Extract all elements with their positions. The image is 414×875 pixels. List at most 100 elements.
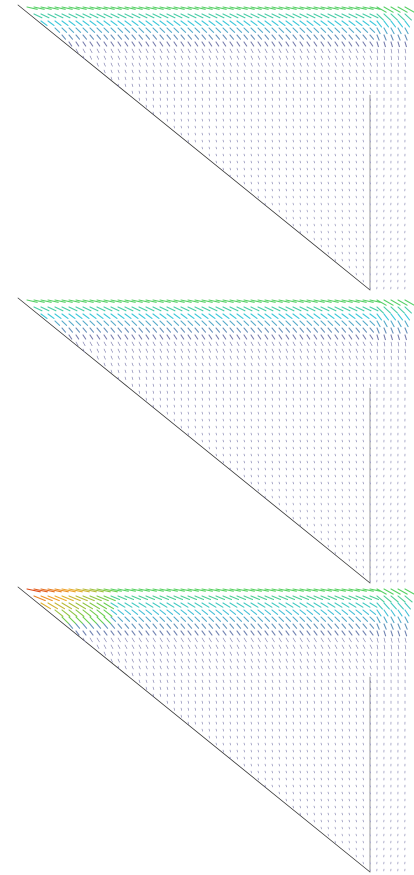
vector: [188, 638, 190, 642]
vector: [76, 624, 80, 628]
vector: [293, 771, 294, 773]
vector: [230, 715, 231, 717]
vector: [230, 77, 231, 80]
vector: [300, 35, 304, 39]
vector: [265, 35, 269, 39]
vector: [237, 419, 238, 421]
vector: [216, 370, 217, 373]
vector: [216, 112, 217, 114]
vector: [244, 154, 245, 156]
vector: [300, 454, 301, 456]
page-body: (() => { const data = JSON.parse(documen…: [0, 0, 414, 875]
vector: [209, 77, 210, 80]
vector: [265, 610, 271, 614]
vector: [265, 154, 266, 156]
vector: [251, 363, 252, 366]
vector: [146, 321, 151, 325]
vector: [244, 659, 246, 662]
vector: [307, 645, 309, 649]
vector: [293, 391, 294, 393]
vector: [321, 412, 322, 414]
vector: [328, 126, 329, 128]
vector: [202, 645, 204, 649]
vector: [321, 722, 322, 724]
vector: [328, 140, 329, 142]
vector: [188, 426, 189, 428]
vector: [244, 105, 245, 107]
vector: [370, 624, 374, 628]
vector: [139, 624, 143, 628]
vector: [209, 133, 210, 135]
vector: [237, 342, 239, 346]
vector: [244, 56, 246, 59]
vector: [125, 70, 126, 73]
vector: [286, 680, 287, 683]
vector: [363, 14, 371, 18]
vector: [223, 736, 224, 738]
vector: [398, 307, 404, 313]
vector: [349, 356, 350, 359]
vector: [237, 175, 238, 177]
vector: [300, 356, 301, 359]
vector: [188, 314, 194, 318]
vector: [174, 349, 176, 352]
vector: [272, 729, 273, 731]
vector: [293, 133, 294, 135]
vector: [153, 91, 154, 94]
vector: [349, 757, 350, 759]
vector: [181, 21, 187, 25]
vector: [363, 475, 364, 477]
vector: [398, 610, 402, 616]
vector: [258, 398, 259, 400]
vector: [223, 440, 224, 442]
vector: [265, 182, 266, 184]
vector: [272, 659, 274, 662]
vector: [405, 35, 407, 40]
vector: [300, 98, 301, 100]
vector: [293, 785, 294, 787]
vector: [405, 314, 410, 320]
vector: [230, 140, 231, 142]
vector: [300, 736, 301, 738]
vector: [342, 175, 343, 177]
vector: [314, 377, 315, 380]
vector: [356, 778, 357, 780]
vector: [237, 349, 239, 352]
vector: [125, 349, 127, 352]
vector: [160, 42, 163, 46]
vector: [153, 56, 155, 59]
vector: [223, 729, 224, 731]
vector: [223, 412, 224, 414]
vector: [370, 617, 375, 621]
vector: [125, 28, 130, 32]
vector: [265, 328, 269, 332]
vector: [342, 335, 345, 339]
vector: [216, 666, 217, 669]
vector: [342, 384, 343, 387]
vector: [307, 349, 309, 352]
vector: [293, 161, 294, 163]
vector: [363, 314, 369, 318]
vector: [251, 161, 252, 163]
vector: [55, 307, 63, 311]
vector: [83, 49, 85, 53]
vector: [167, 63, 168, 66]
vector: [111, 21, 117, 25]
vector: [153, 98, 154, 100]
vector: [272, 603, 279, 607]
vector: [363, 785, 364, 787]
vector: [307, 175, 308, 177]
vector: [314, 666, 315, 669]
vector: [216, 363, 217, 366]
vector: [174, 307, 182, 311]
vector: [125, 314, 131, 318]
vector: [293, 708, 294, 710]
vector: [349, 363, 350, 366]
vector: [391, 307, 397, 313]
vector: [132, 321, 137, 325]
vector: [111, 63, 112, 66]
vector: [244, 433, 245, 435]
vector: [293, 764, 294, 766]
vector: [146, 610, 152, 614]
vector: [223, 314, 229, 318]
